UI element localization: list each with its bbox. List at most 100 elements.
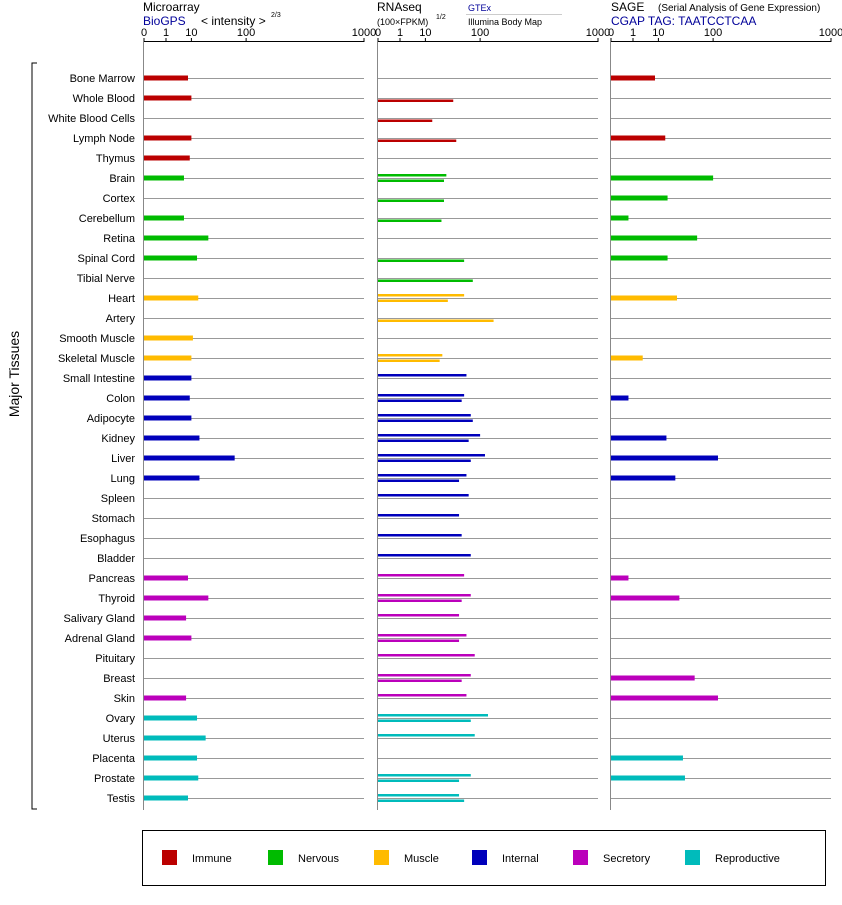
microarray-tick-label: 1 xyxy=(163,27,169,39)
rnaseq-gtex-bar xyxy=(378,794,460,797)
tissue-label: Placenta xyxy=(92,753,136,765)
sage-bar xyxy=(611,675,695,681)
tissue-label: Bladder xyxy=(97,553,135,565)
rnaseq-ibm-bar xyxy=(378,419,473,422)
microarray-bar xyxy=(144,435,200,441)
microarray-bar xyxy=(144,255,198,261)
microarray-bar xyxy=(144,695,187,701)
y-axis-title: Major Tissues xyxy=(6,331,22,417)
tissue-label: Ovary xyxy=(106,713,136,725)
rnaseq-ibm-bar xyxy=(378,679,462,682)
microarray-bar xyxy=(144,595,209,601)
tissue-label: Thyroid xyxy=(98,593,135,605)
tissue-label: Spinal Cord xyxy=(78,253,135,265)
sage-bar xyxy=(611,755,683,761)
rnaseq-ibm-bar xyxy=(378,459,471,462)
microarray-metric-exponent: 2/3 xyxy=(271,12,281,19)
sage-bar xyxy=(611,255,668,261)
microarray-bar xyxy=(144,795,188,801)
microarray-bar xyxy=(144,215,184,221)
microarray-bar xyxy=(144,415,192,421)
legend-label: Secretory xyxy=(603,853,651,865)
sage-tick-label: 0 xyxy=(608,27,614,39)
rnaseq-gtex-bar xyxy=(378,534,462,537)
tissue-label: Kidney xyxy=(101,433,135,445)
rnaseq-gtex-bar xyxy=(378,354,443,357)
tissue-label: Skeletal Muscle xyxy=(58,353,135,365)
rnaseq-gtex-bar xyxy=(378,694,467,697)
rnaseq-tick-label: 100 xyxy=(471,27,489,39)
sage-bar xyxy=(611,395,629,401)
microarray-bar xyxy=(144,475,200,481)
sage-bar xyxy=(611,235,698,241)
tissue-label: Pancreas xyxy=(89,573,136,585)
microarray-bar xyxy=(144,395,190,401)
rnaseq-gtex-bar xyxy=(378,654,475,657)
rnaseq-ibm-bar xyxy=(378,439,469,442)
rnaseq-gtex-bar xyxy=(378,454,485,457)
rnaseq-gtex-bar xyxy=(378,394,465,397)
sage-title: SAGE xyxy=(611,0,644,14)
tissue-label: Lymph Node xyxy=(73,133,135,145)
legend-swatch xyxy=(685,850,700,865)
rnaseq-source-ibm: Illumina Body Map xyxy=(468,17,542,27)
sage-bar xyxy=(611,775,685,781)
sage-bar xyxy=(611,195,668,201)
tissue-label: Stomach xyxy=(92,513,135,525)
tissue-label: Breast xyxy=(103,673,135,685)
sage-bar xyxy=(611,295,677,301)
tissue-label: Thymus xyxy=(96,153,136,165)
y-axis-bracket xyxy=(31,62,37,810)
rnaseq-ibm-bar xyxy=(378,259,465,262)
rnaseq-ibm-bar xyxy=(378,479,460,482)
sage-bar xyxy=(611,75,655,81)
rnaseq-title: RNAseq xyxy=(377,0,422,14)
rnaseq-ibm-bar xyxy=(378,319,494,322)
tissue-label: Pituitary xyxy=(95,653,135,665)
microarray-bar xyxy=(144,295,199,301)
tissue-label: White Blood Cells xyxy=(48,113,135,125)
rnaseq-ibm-bar xyxy=(378,299,448,302)
sage-bar xyxy=(611,595,680,601)
sage-tick-label: 1000 xyxy=(819,27,842,39)
rnaseq-gtex-bar xyxy=(378,434,481,437)
legend-label: Muscle xyxy=(404,853,439,865)
sage-bar xyxy=(611,215,629,221)
rnaseq-unit: (100×FPKM) xyxy=(377,17,428,27)
sage-bar xyxy=(611,455,718,461)
rnaseq-header: RNAseq (100×FPKM) 1/2 GTEx Illumina Body… xyxy=(377,0,562,27)
microarray-bar xyxy=(144,335,193,341)
rnaseq-gtex-bar xyxy=(378,474,467,477)
tissue-label: Tibial Nerve xyxy=(77,273,135,285)
microarray-metric: < intensity > xyxy=(201,14,266,28)
tissue-label: Spleen xyxy=(101,493,135,505)
rnaseq-gtex-bar xyxy=(378,294,465,297)
microarray-bar xyxy=(144,355,192,361)
tissue-label: Skin xyxy=(114,693,135,705)
microarray-bar xyxy=(144,615,187,621)
rnaseq-gtex-bar xyxy=(378,174,447,177)
rnaseq-ibm-bar xyxy=(378,599,462,602)
microarray-bar xyxy=(144,755,198,761)
legend-swatch xyxy=(374,850,389,865)
legend-label: Immune xyxy=(192,853,232,865)
rnaseq-source-gtex: GTEx xyxy=(468,3,492,13)
rnaseq-ibm-bar xyxy=(378,199,444,202)
rnaseq-ibm-bar xyxy=(378,119,433,122)
tissue-label: Whole Blood xyxy=(73,93,135,105)
tissue-label: Liver xyxy=(111,453,135,465)
rnaseq-gtex-bar xyxy=(378,714,488,717)
microarray-bar xyxy=(144,135,192,141)
rnaseq-gtex-bar xyxy=(378,494,469,497)
rnaseq-ibm-bar xyxy=(378,799,465,802)
rnaseq-gtex-bar xyxy=(378,554,471,557)
sage-tick-label: 1 xyxy=(630,27,636,39)
tissue-label: Small Intestine xyxy=(63,373,135,385)
microarray-tick-label: 0 xyxy=(141,27,147,39)
sage-bar xyxy=(611,435,667,441)
microarray-bar xyxy=(144,155,190,161)
sage-subtitle: (Serial Analysis of Gene Expression) xyxy=(658,3,820,14)
microarray-tick-label: 100 xyxy=(237,27,255,39)
